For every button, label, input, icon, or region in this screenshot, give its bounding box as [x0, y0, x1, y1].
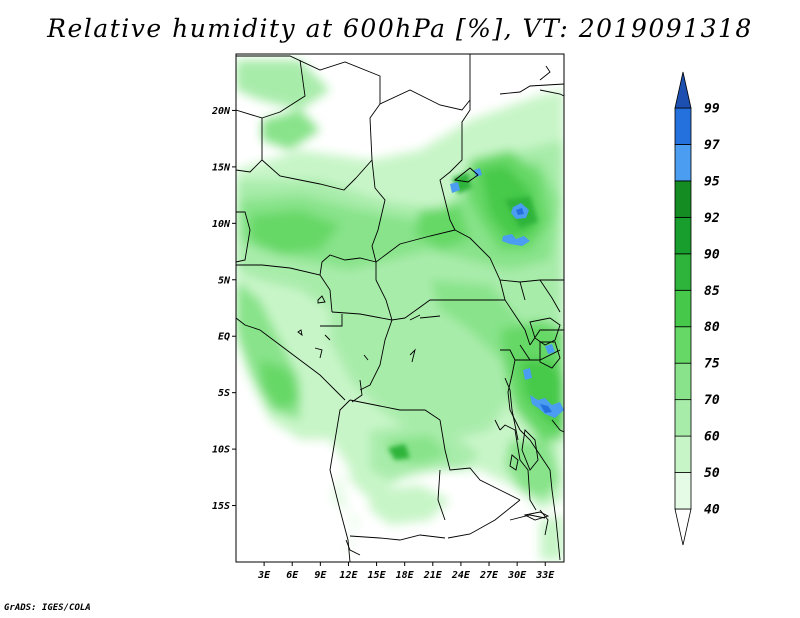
colorbar-label: 85: [704, 284, 720, 299]
lon-tick-label: 30E: [507, 570, 527, 581]
colorbar-segment: [674, 326, 692, 364]
country-borders: [236, 54, 564, 562]
colorbar-segment: [674, 435, 692, 473]
colorbar-segment: [674, 399, 692, 437]
lon-tick-label: 18E: [396, 570, 415, 581]
colorbar-segment: [674, 362, 692, 401]
colorbar-segment: [674, 216, 692, 255]
colorbar-segment: [674, 472, 692, 510]
lat-tick-label: 5S: [218, 388, 230, 399]
longitude-axis: 3E 6E 9E 12E 15E 18E 21E 24E 27E 30E 33E: [257, 562, 555, 581]
colorbar-segment: [674, 253, 692, 291]
lat-tick-label: 10N: [212, 219, 231, 230]
lat-tick-label: 15N: [212, 162, 231, 173]
colorbar: 40 50 60 70 75 80 85 90 92 95 97 99: [674, 71, 720, 546]
latitude-axis: 20N 15N 10N 5N EQ 5S 10S 15S: [211, 106, 236, 512]
colorbar-min-arrow: [674, 508, 692, 546]
lon-tick-label: 21E: [423, 570, 443, 581]
colorbar-segment: [674, 289, 692, 328]
lon-tick-label: 27E: [479, 570, 499, 581]
lat-tick-label: 20N: [211, 106, 231, 117]
lat-tick-label: EQ: [218, 332, 230, 343]
colorbar-label: 99: [704, 102, 720, 117]
lon-tick-label: 24E: [451, 570, 471, 581]
colorbar-label: 40: [704, 503, 720, 518]
colorbar-max-arrow: [674, 71, 692, 109]
colorbar-label: 50: [704, 466, 720, 481]
colorbar-segment: [674, 107, 692, 145]
map-frame: [235, 53, 565, 563]
colorbar-label: 97: [704, 138, 720, 153]
colorbar-label: 70: [704, 393, 720, 408]
colorbar-label: 90: [704, 247, 720, 262]
colorbar-segment: [674, 180, 692, 218]
humidity-shading: [236, 54, 564, 562]
lon-tick-label: 33E: [535, 570, 555, 581]
colorbar-label: 95: [704, 174, 720, 189]
colorbar-segment: [674, 144, 692, 182]
map-title: Relative humidity at 600hPa [%], VT: 201…: [47, 14, 753, 43]
lon-tick-label: 9E: [314, 570, 327, 581]
lat-tick-label: 5N: [218, 275, 231, 286]
lon-tick-label: 12E: [339, 570, 358, 581]
grads-credit: GrADS: IGES/COLA: [4, 603, 91, 613]
colorbar-label: 60: [704, 430, 720, 445]
colorbar-label: 80: [704, 320, 720, 335]
colorbar-label: 92: [704, 211, 720, 226]
lon-tick-label: 15E: [368, 570, 387, 581]
lon-tick-label: 3E: [257, 570, 271, 581]
lon-tick-label: 6E: [286, 570, 299, 581]
lat-tick-label: 15S: [212, 501, 230, 512]
lat-tick-label: 10S: [212, 445, 230, 456]
colorbar-label: 75: [704, 357, 720, 372]
